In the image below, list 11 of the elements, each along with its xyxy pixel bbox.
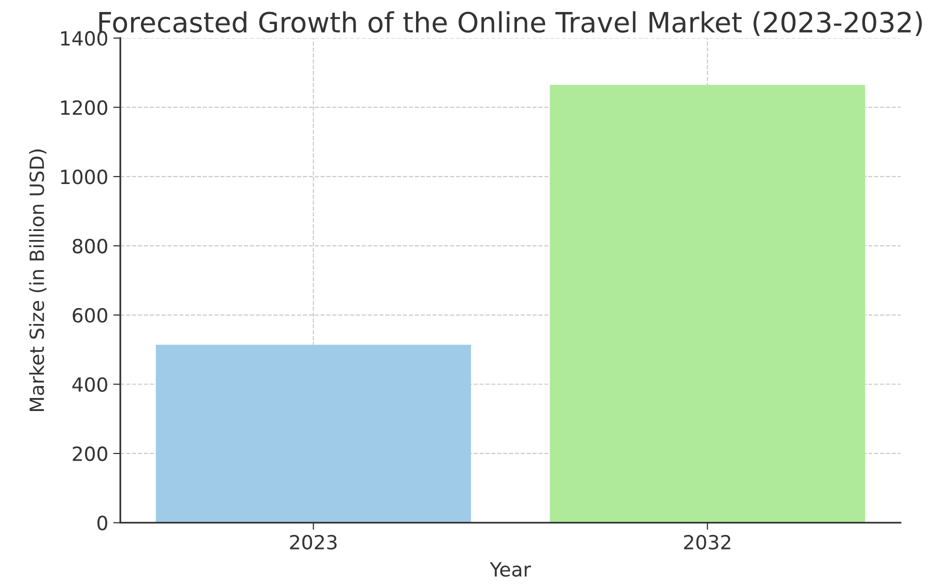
x-tick-label: 2023 <box>290 534 337 550</box>
y-tick-label: 1000 <box>61 170 108 184</box>
y-tick-label: 200 <box>72 446 108 462</box>
y-tick-label: 400 <box>72 377 108 392</box>
y-tick-label: 600 <box>72 308 108 323</box>
x-tick-label: 2032 <box>684 534 730 550</box>
y-axis-title: Market Size (in Billion USD) <box>29 150 46 412</box>
y-tick-label: 1200 <box>61 100 108 115</box>
y-tick-label: 0 <box>97 516 108 530</box>
x-axis-title: Year <box>490 562 532 577</box>
y-tick-label: 800 <box>72 238 108 254</box>
